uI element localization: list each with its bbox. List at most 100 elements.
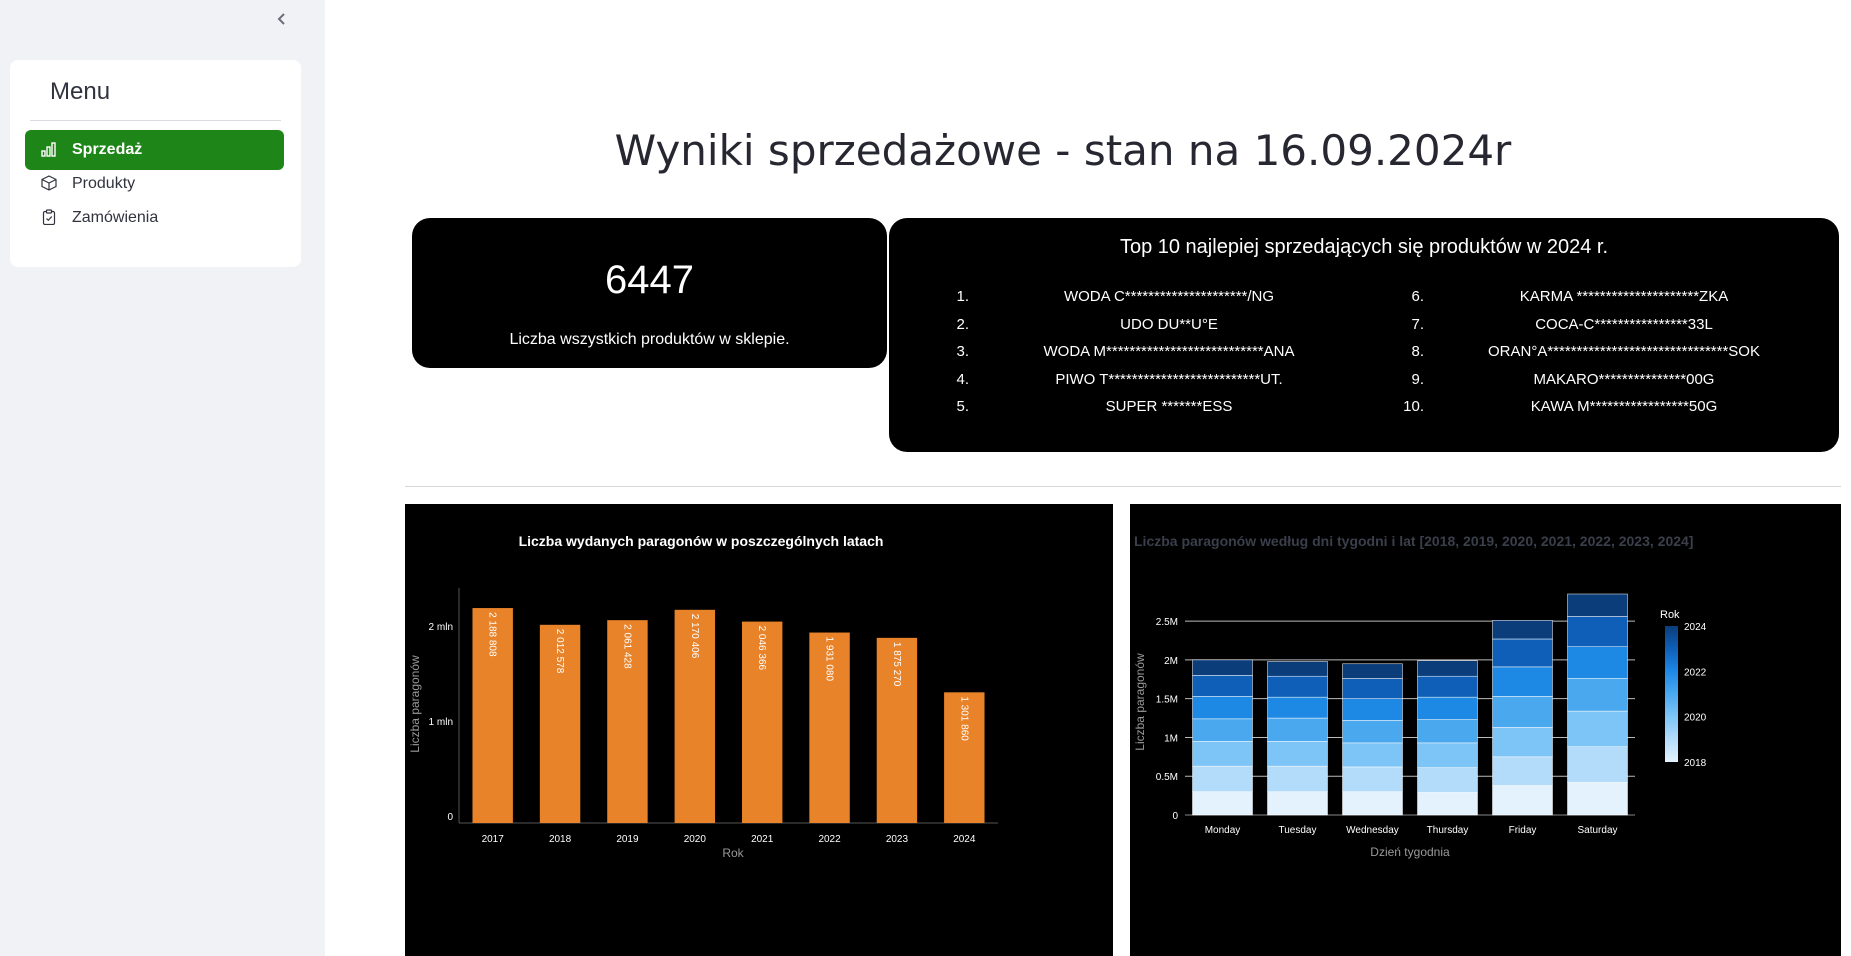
list-item: 2. UDO DU**U°E bbox=[929, 316, 1349, 344]
main-content: Wyniki sprzedażowe - stan na 16.09.2024r… bbox=[325, 0, 1851, 956]
stacked-bar-segment bbox=[1417, 742, 1478, 768]
bar bbox=[876, 637, 918, 823]
list-item: 1. WODA C*********************/NG bbox=[929, 288, 1349, 316]
stacked-bar-segment bbox=[1342, 678, 1403, 699]
stacked-bar-segment bbox=[1192, 696, 1253, 720]
legend-title: Rok bbox=[1660, 609, 1680, 621]
rank: 1. bbox=[956, 288, 969, 305]
sidebar-item-zamowienia[interactable]: Zamówienia bbox=[25, 198, 284, 238]
stacked-bar-segment bbox=[1567, 678, 1628, 712]
x-axis-title: Rok bbox=[722, 846, 744, 860]
x-tick-label: 2021 bbox=[751, 834, 774, 845]
box-icon bbox=[41, 175, 59, 193]
legend-colorbar bbox=[1665, 626, 1678, 762]
rank: 3. bbox=[956, 343, 969, 360]
legend-tick-label: 2018 bbox=[1684, 758, 1707, 769]
y-tick-label: 1M bbox=[1164, 733, 1178, 744]
kpi-card: 6447 Liczba wszystkich produktów w sklep… bbox=[412, 218, 887, 368]
y-tick-label: 1.5M bbox=[1156, 695, 1178, 706]
bar bbox=[607, 620, 648, 823]
list-item: 6. KARMA *********************ZKA bbox=[1384, 288, 1804, 316]
rank: 6. bbox=[1411, 288, 1424, 305]
list-item: 4. PIWO T**************************UT. bbox=[929, 371, 1349, 399]
product-name: UDO DU**U°E bbox=[1120, 315, 1218, 333]
stacked-bar-segment bbox=[1267, 765, 1328, 792]
chevron-left-icon[interactable] bbox=[270, 8, 294, 32]
product-name: MAKARO***************00G bbox=[1533, 370, 1715, 388]
stacked-bar-segment bbox=[1567, 593, 1628, 617]
y-tick-label: 2.5M bbox=[1156, 617, 1178, 628]
receipts-by-weekday-svg: Liczba paragonów według dni tygodni i la… bbox=[1133, 533, 1707, 859]
product-name: PIWO T**************************UT. bbox=[1055, 370, 1283, 388]
product-name: WODA C*********************/NG bbox=[1063, 288, 1275, 305]
stacked-bar-segment bbox=[1267, 791, 1328, 816]
stacked-bar-segment bbox=[1417, 719, 1478, 744]
stacked-bar-segment bbox=[1417, 675, 1478, 698]
stacked-bar-segment bbox=[1192, 718, 1253, 742]
stacked-bar-segment bbox=[1492, 638, 1553, 668]
y-axis-title: Liczba paragonów bbox=[1133, 653, 1147, 751]
stacked-bar-segment bbox=[1417, 696, 1478, 720]
rank: 8. bbox=[1411, 343, 1424, 360]
sidebar-item-label: Zamówienia bbox=[72, 209, 159, 226]
stacked-bar-segment bbox=[1567, 616, 1628, 647]
product-name: KARMA *********************ZKA bbox=[1519, 288, 1729, 305]
bar-data-label: 1 875 270 bbox=[891, 642, 902, 687]
stacked-bar-segment bbox=[1492, 620, 1553, 640]
top-products-title: Top 10 najlepiej sprzedających się produ… bbox=[1119, 236, 1609, 258]
x-tick-label: Monday bbox=[1205, 825, 1241, 836]
stacked-bar-segment bbox=[1267, 675, 1328, 698]
x-tick-label: 2023 bbox=[886, 834, 909, 845]
menu-divider bbox=[30, 120, 281, 121]
x-tick-label: 2024 bbox=[953, 834, 976, 845]
stacked-bar-segment bbox=[1492, 785, 1553, 816]
rank: 4. bbox=[956, 370, 969, 388]
x-tick-label: Friday bbox=[1509, 825, 1537, 836]
legend-tick-label: 2024 bbox=[1684, 622, 1707, 633]
list-item: 3. WODA M***************************ANA bbox=[929, 343, 1349, 371]
x-tick-label: Tuesday bbox=[1279, 825, 1317, 836]
y-tick-label: 2M bbox=[1164, 656, 1178, 667]
kpi-label: Liczba wszystkich produktów w sklepie. bbox=[509, 331, 790, 348]
bar bbox=[809, 632, 850, 823]
kpi-value: 6447 bbox=[605, 258, 694, 302]
x-tick-label: Wednesday bbox=[1346, 825, 1399, 836]
bar bbox=[741, 621, 783, 823]
stacked-bar-segment bbox=[1492, 756, 1553, 786]
y-tick-label: 0 bbox=[447, 812, 453, 823]
stacked-bar-segment bbox=[1192, 765, 1253, 792]
legend-tick-label: 2020 bbox=[1684, 713, 1707, 724]
stacked-bar-segment bbox=[1342, 698, 1403, 721]
receipts-by-weekday-chart: Liczba paragonów według dni tygodni i la… bbox=[1130, 504, 1841, 956]
chart-title: Liczba paragonów według dni tygodni i la… bbox=[1134, 533, 1693, 549]
x-tick-label: 2018 bbox=[549, 834, 572, 845]
product-name: COCA-C****************33L bbox=[1535, 315, 1713, 333]
sidebar-item-sprzedaz[interactable]: Sprzedaż bbox=[25, 130, 284, 170]
menu-card: Menu Sprzedaż Produkty Zamówienia bbox=[10, 60, 301, 267]
sidebar-item-label: Produkty bbox=[72, 175, 136, 192]
stacked-bar-segment bbox=[1342, 663, 1403, 679]
clipboard-check-icon bbox=[41, 209, 59, 227]
y-axis-title: Liczba paragonów bbox=[408, 655, 422, 753]
stacked-bar-segment bbox=[1567, 710, 1628, 748]
bar-data-label: 2 061 428 bbox=[621, 624, 632, 669]
stacked-bar-segment bbox=[1342, 742, 1403, 768]
stacked-bar-segment bbox=[1417, 792, 1478, 816]
x-axis-title: Dzień tygodnia bbox=[1370, 845, 1450, 859]
sidebar-item-produkty[interactable]: Produkty bbox=[25, 164, 284, 204]
stacked-bar-segment bbox=[1267, 696, 1328, 719]
rank: 5. bbox=[956, 398, 969, 415]
receipts-per-year-chart: Liczba wydanych paragonów w poszczególny… bbox=[405, 504, 1113, 956]
product-name: ORAN°A*******************************SOK bbox=[1488, 343, 1760, 360]
top-products-column-left: 1. WODA C*********************/NG 2. UDO D… bbox=[929, 288, 1349, 426]
x-tick-label: Thursday bbox=[1427, 825, 1469, 836]
y-tick-label: 0 bbox=[1172, 811, 1178, 822]
top-products-column-right: 6. KARMA *********************ZKA 7. COCA-… bbox=[1384, 288, 1804, 426]
list-item: 8. ORAN°A*******************************S… bbox=[1384, 343, 1804, 371]
stacked-bar-segment bbox=[1567, 782, 1628, 816]
bar bbox=[472, 608, 513, 823]
stacked-bar-segment bbox=[1192, 791, 1253, 816]
list-item: 9. MAKARO***************00G bbox=[1384, 371, 1804, 399]
rank: 10. bbox=[1403, 398, 1424, 415]
list-item: 10. KAWA M*****************50G bbox=[1384, 398, 1804, 426]
